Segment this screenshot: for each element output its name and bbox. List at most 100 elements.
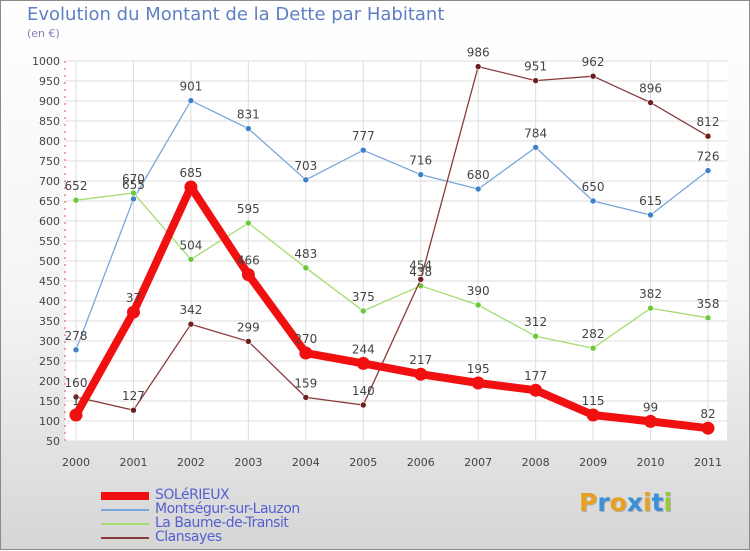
series-la-baume-de-transit: 652 670 504 595 483 375 438 390 312 282 382 358 xyxy=(65,172,720,352)
data-label: 685 xyxy=(179,166,202,180)
data-label: 82 xyxy=(700,407,715,421)
data-label: 127 xyxy=(122,389,145,403)
data-point xyxy=(245,219,252,227)
data-point xyxy=(532,144,539,151)
legend-item: Clansayes xyxy=(101,529,401,545)
y-tick-label: 950 xyxy=(39,75,60,88)
logo-letter: i xyxy=(643,488,652,517)
data-point xyxy=(417,171,425,178)
x-tick-label: 2010 xyxy=(637,456,665,469)
series-line xyxy=(72,183,712,433)
logo-letter: o xyxy=(609,488,627,517)
data-point xyxy=(359,307,367,315)
data-label: 812 xyxy=(697,115,720,129)
legend-label: La Baume-de-Transit xyxy=(155,515,289,531)
logo-letter: r xyxy=(597,488,610,517)
data-point xyxy=(299,346,313,360)
x-tick-label: 2005 xyxy=(349,456,377,469)
data-label: 382 xyxy=(639,287,662,301)
data-label: 986 xyxy=(467,46,490,60)
data-label: 466 xyxy=(237,254,260,268)
data-label: 99 xyxy=(643,400,658,414)
legend-label: SOLéRIEUX xyxy=(155,487,230,503)
data-point xyxy=(704,167,712,174)
legend-swatch xyxy=(101,537,149,539)
legend-swatch xyxy=(101,492,149,500)
x-tick-label: 2003 xyxy=(234,456,262,469)
y-tick-label: 850 xyxy=(39,115,60,128)
data-label: 270 xyxy=(294,332,317,346)
data-point xyxy=(647,304,654,312)
data-point xyxy=(704,314,712,322)
data-label: 358 xyxy=(697,297,720,311)
y-tick-label: 450 xyxy=(39,275,60,288)
y-tick-label: 300 xyxy=(39,335,60,348)
data-point xyxy=(130,406,137,414)
data-point xyxy=(302,176,310,184)
plot-area xyxy=(65,61,727,441)
data-label: 37 xyxy=(126,291,141,305)
y-tick-label: 800 xyxy=(39,135,60,148)
data-label: 299 xyxy=(237,320,260,334)
y-tick-label: 150 xyxy=(39,395,60,408)
data-label: 177 xyxy=(524,369,547,383)
data-label: 390 xyxy=(467,284,490,298)
data-label: 1 xyxy=(72,394,80,408)
series-solerieux: 1 37 685 466 270 244 217 195 177 115 99 82 xyxy=(69,166,716,435)
data-label: 159 xyxy=(294,376,317,390)
series-line xyxy=(75,65,709,411)
y-tick-label: 50 xyxy=(46,435,60,448)
data-point xyxy=(471,376,485,390)
data-label: 375 xyxy=(352,290,375,304)
data-label: 896 xyxy=(639,82,662,96)
legend-item: La Baume-de-Transit xyxy=(101,515,401,531)
y-tick-label: 550 xyxy=(39,235,60,248)
data-label: 650 xyxy=(582,180,605,194)
data-point xyxy=(359,401,367,409)
y-tick-label: 1000 xyxy=(32,55,60,68)
logo-letter: t xyxy=(651,488,664,517)
data-point xyxy=(130,189,137,197)
data-label: 595 xyxy=(237,202,260,216)
data-point xyxy=(72,196,80,204)
x-tick-label: 2006 xyxy=(407,456,435,469)
data-label: 342 xyxy=(179,303,202,317)
series-montsegur-sur-lauzon: 278 655 901 831 703 777 716 680 784 650 615 726 xyxy=(65,80,719,354)
data-point xyxy=(130,195,137,203)
data-label: 680 xyxy=(467,168,490,182)
y-tick-label: 900 xyxy=(39,95,60,108)
data-label: 777 xyxy=(352,129,375,143)
data-label: 652 xyxy=(65,179,88,193)
data-point xyxy=(474,301,482,309)
data-label: 195 xyxy=(467,362,490,376)
data-label: 282 xyxy=(582,327,605,341)
legend-label: Clansayes xyxy=(155,529,222,545)
y-tick-label: 700 xyxy=(39,175,60,188)
legend-item: Montségur-sur-Lauzon xyxy=(101,501,401,517)
data-label: 901 xyxy=(179,80,202,94)
y-tick-label: 650 xyxy=(39,195,60,208)
data-label: 655 xyxy=(122,178,145,192)
data-point xyxy=(72,346,80,354)
series-line xyxy=(75,192,709,349)
data-point xyxy=(187,256,195,263)
data-label: 312 xyxy=(524,315,547,329)
data-point xyxy=(532,332,539,340)
data-point xyxy=(417,276,425,283)
legend-swatch xyxy=(101,509,149,511)
data-label: 454 xyxy=(409,258,432,272)
data-point xyxy=(589,344,597,352)
data-point xyxy=(474,185,482,193)
data-point xyxy=(187,97,195,104)
data-label: 438 xyxy=(409,265,432,279)
data-point xyxy=(187,320,195,328)
x-tick-label: 2001 xyxy=(119,456,147,469)
data-label: 115 xyxy=(582,394,605,408)
logo-letter: P xyxy=(579,488,598,517)
data-point xyxy=(644,414,658,428)
data-label: 670 xyxy=(122,172,145,186)
data-point xyxy=(474,63,482,70)
proxiti-logo: Proxiti xyxy=(579,488,672,517)
x-tick-label: 2009 xyxy=(579,456,607,469)
